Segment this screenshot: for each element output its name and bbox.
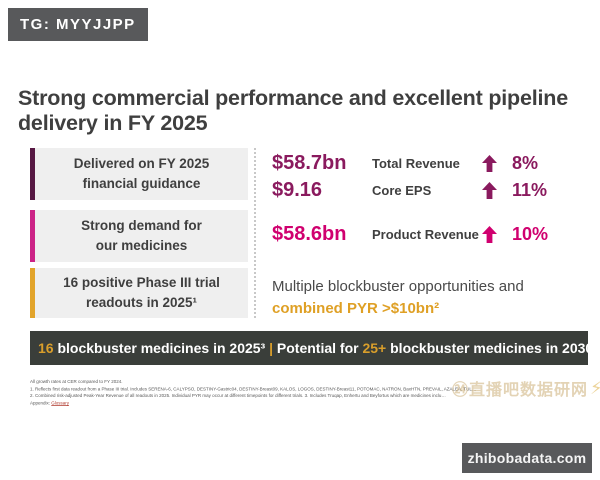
glossary-link[interactable]: Glossary <box>51 401 70 406</box>
stat-growth: 8% <box>512 152 539 173</box>
up-arrow-icon <box>482 225 512 243</box>
blockbuster-banner: 16 blockbuster medicines in 2025³ | Pote… <box>30 331 593 365</box>
note-line-2: combined PYR >$10bn² <box>272 300 440 317</box>
dotted-separator <box>254 148 256 318</box>
stat-value: $58.7bn <box>272 151 347 174</box>
highlight-box-financial-guidance: Delivered on FY 2025 financial guidance <box>30 148 248 200</box>
stat-growth: 10% <box>512 223 549 244</box>
accent-bar-mulberry <box>30 148 35 200</box>
footnotes: All growth rates at CER compared to FY 2… <box>30 379 589 408</box>
highlight-box-demand: Strong demand for our medicines <box>30 210 248 262</box>
watermark-logo-icon: ⚡ <box>590 377 600 398</box>
stat-label: Product Revenue <box>372 226 479 242</box>
note-line-1: Multiple blockbuster opportunities and <box>272 278 524 295</box>
caption-phase3-readouts: 16 positive Phase III trial readouts in … <box>63 275 220 310</box>
slide-title: Strong commercial performance and excell… <box>18 86 568 136</box>
banner-text-2: Potential for <box>273 340 363 356</box>
footnote-appendix: Appendix: Glossary <box>30 401 589 408</box>
stat-value: $9.16 <box>272 178 323 201</box>
banner-count-2030: 25+ <box>362 340 387 356</box>
banner-pipe: | <box>269 340 274 356</box>
up-arrow-icon <box>482 154 512 172</box>
blockbuster-note: Multiple blockbuster opportunities and c… <box>272 276 524 320</box>
stat-total-revenue: $58.7bn Total Revenue 8% <box>272 150 538 176</box>
footnote-growth-rates: All growth rates at CER compared to FY 2… <box>30 379 123 385</box>
site-watermark: ㉔直播吧数据研网 ⚡ <box>452 376 600 400</box>
stat-growth: 11% <box>512 179 548 200</box>
stat-label: Total Revenue <box>372 155 460 171</box>
stat-product-revenue: $58.6bn Product Revenue 10% <box>272 221 548 247</box>
site-url-badge: zhibobadata.com <box>462 443 592 473</box>
watermark-text: ㉔直播吧数据研网 <box>452 382 589 399</box>
accent-bar-gold <box>30 268 35 318</box>
tg-watermark-badge: TG: MYYJJPP <box>8 8 148 41</box>
banner-text-1: blockbuster medicines in 2025³ <box>53 340 270 356</box>
stat-value: $58.6bn <box>272 222 347 245</box>
stat-label: Core EPS <box>372 182 432 198</box>
caption-demand: Strong demand for our medicines <box>81 218 202 253</box>
highlight-box-phase3-readouts: 16 positive Phase III trial readouts in … <box>30 268 248 318</box>
banner-text-3: blockbuster medicines in 2030 <box>386 340 594 356</box>
up-arrow-icon <box>482 181 512 199</box>
footnote-1: 1. Reflects first data readout from a Ph… <box>30 386 477 392</box>
banner-count-2025: 16 <box>38 340 54 356</box>
accent-bar-magenta <box>30 210 35 262</box>
appendix-label: Appendix: <box>30 401 52 406</box>
stat-core-eps: $9.16 Core EPS 11% <box>272 177 547 203</box>
footnote-2: 2. Combined risk-adjusted Peak-Year Reve… <box>30 394 446 399</box>
caption-financial-guidance: Delivered on FY 2025 financial guidance <box>73 156 210 191</box>
